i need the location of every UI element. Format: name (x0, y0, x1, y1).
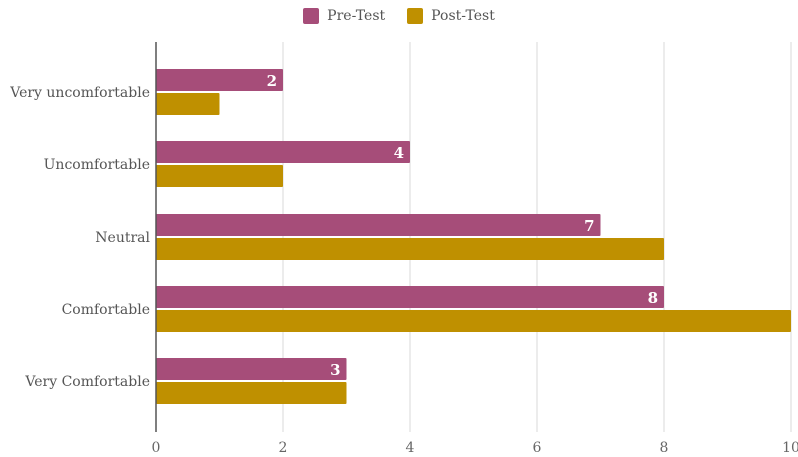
x-tick-label-2: 2 (279, 440, 288, 456)
legend-item-pre-test[interactable]: Pre-Test (303, 8, 385, 24)
category-label: Uncomfortable (44, 157, 150, 173)
data-label: 7 (584, 217, 594, 235)
legend-item-post-test[interactable]: Post-Test (407, 8, 495, 24)
bar-post-test (156, 382, 347, 404)
x-tick-label-6: 6 (533, 440, 542, 456)
bar-post-test (156, 310, 791, 332)
data-label: 8 (648, 289, 658, 307)
category-label: Neutral (95, 230, 150, 246)
legend-label-pre-test: Pre-Test (327, 8, 386, 24)
bar-post-test (156, 165, 283, 187)
category-label: Very uncomfortable (9, 85, 150, 101)
bar-post-test (156, 238, 664, 260)
bar-pre-test (156, 358, 347, 380)
legend-swatch-post-test (407, 8, 424, 24)
x-tick-label-0: 0 (152, 440, 161, 456)
bar-pre-test (156, 141, 410, 163)
legend-swatch-pre-test (303, 8, 320, 24)
category-label: Very Comfortable (24, 374, 150, 390)
category-label: Comfortable (62, 302, 150, 318)
bar-pre-test (156, 214, 601, 236)
legend-label-post-test: Post-Test (431, 8, 495, 24)
data-label: 4 (394, 144, 404, 162)
data-label: 3 (330, 361, 340, 379)
bar-post-test (156, 93, 220, 115)
x-tick-label-4: 4 (406, 440, 415, 456)
x-tick-label-8: 8 (660, 440, 669, 456)
bar-pre-test (156, 69, 283, 91)
legend: Pre-Test Post-Test (0, 8, 798, 24)
x-tick-label-10: 10 (782, 440, 798, 456)
bar-pre-test (156, 286, 664, 308)
data-label: 2 (267, 72, 277, 90)
